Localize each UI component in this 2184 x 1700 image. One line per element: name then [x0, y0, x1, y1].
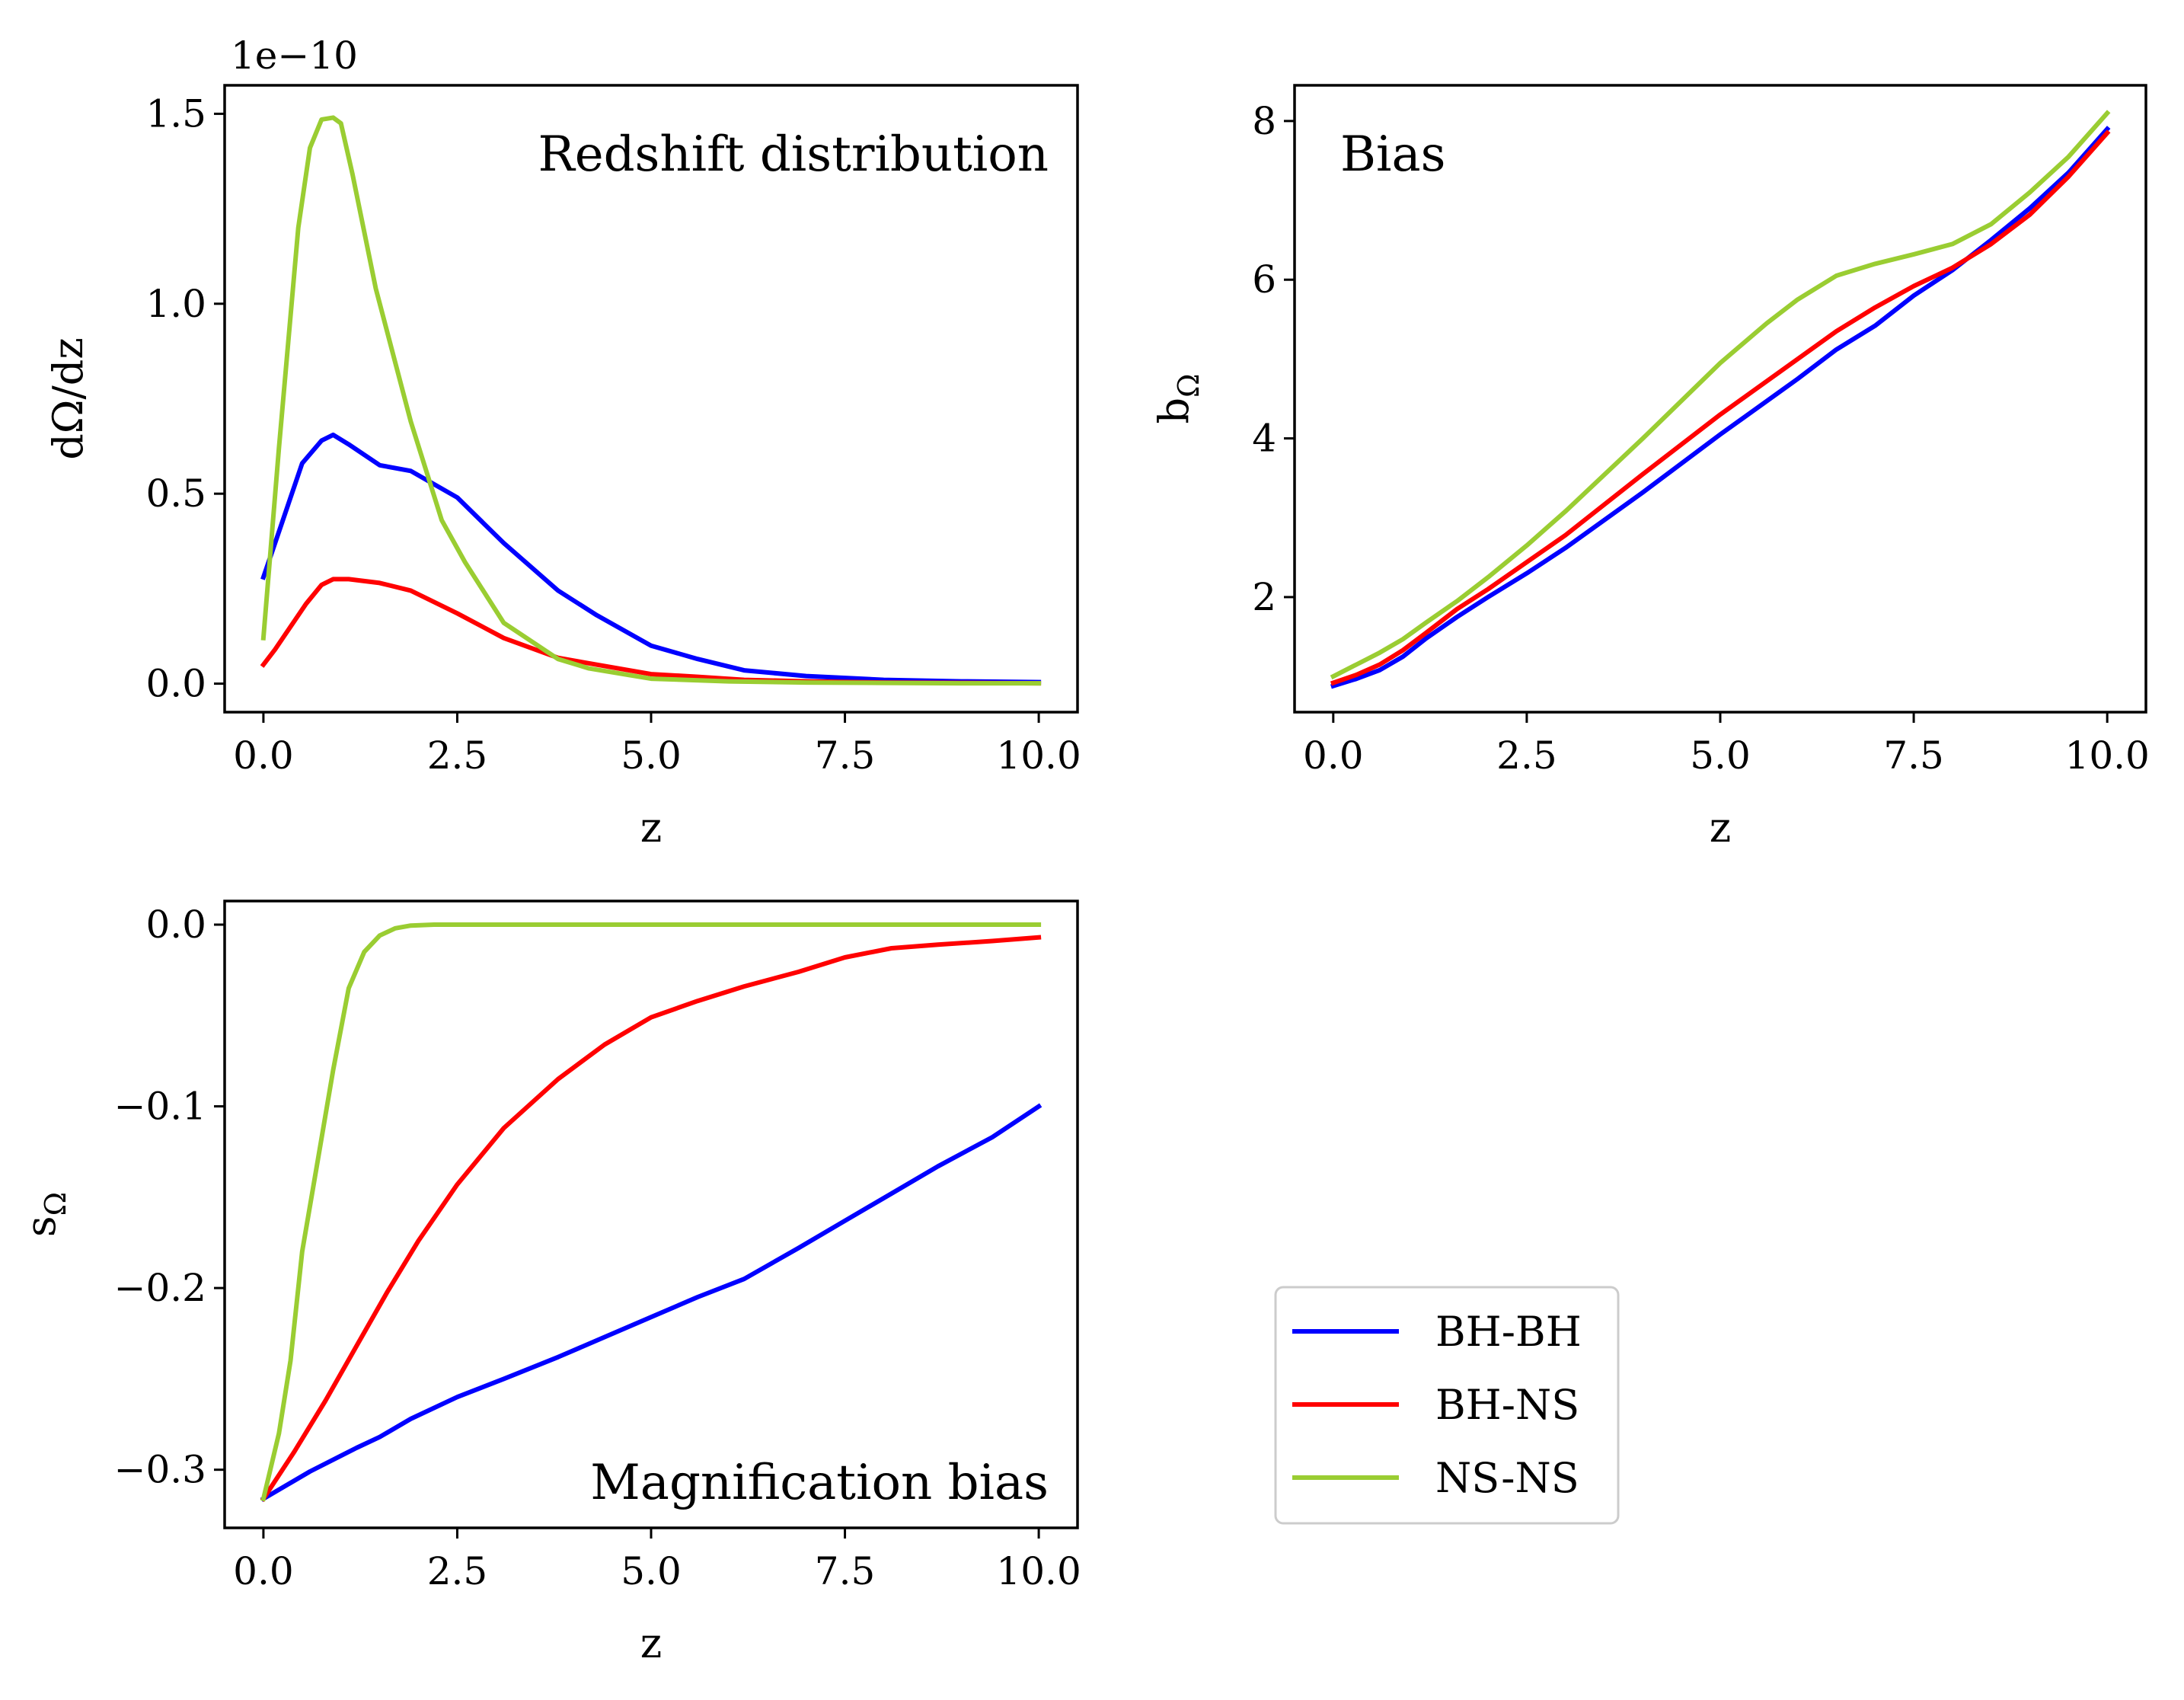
axis-offset-label: 1e−10: [231, 34, 358, 78]
x-tick-label: 5.0: [621, 733, 682, 778]
y-tick-label: 1.5: [145, 91, 206, 136]
series-line-bh-bh: [1330, 126, 2111, 689]
y-axis-label: dΩ/dz: [44, 337, 92, 460]
y-tick-label: 2: [1252, 575, 1276, 619]
series-line-ns-ns: [260, 115, 1042, 686]
series-line-bh-ns: [1330, 129, 2111, 686]
x-tick-label: 2.5: [1496, 733, 1557, 778]
series-line-ns-ns: [260, 922, 1042, 1502]
y-axis-label: sΩ: [17, 1192, 72, 1237]
y-axis-label: bΩ: [1150, 373, 1205, 423]
series-group: [260, 922, 1043, 1502]
x-tick-label: 7.5: [815, 1549, 876, 1593]
panel-magnification-bias: 0.0 2.5 5.0 7.5 10.0 −0.3 −0.2 −0.1 0.0 z sΩ Magnif…: [17, 900, 1081, 1667]
x-tick-label: 2.5: [427, 733, 488, 778]
legend-label-bh-bh: BH-BH: [1435, 1308, 1582, 1356]
y-tick-label: 0.5: [145, 471, 206, 516]
x-axis-label: z: [640, 1619, 662, 1667]
x-tick-label: 0.0: [233, 733, 294, 778]
y-tick-label: 6: [1252, 257, 1276, 302]
legend-frame: [1274, 1286, 1620, 1525]
series-line-ns-ns: [1330, 110, 2111, 680]
series-group: [260, 115, 1042, 686]
panel-bias: 0.0 2.5 5.0 7.5 10.0 2 4 6 8 z bΩ Bias: [1150, 84, 2150, 852]
x-tick-label: 0.0: [1303, 733, 1364, 778]
y-tick-label: −0.3: [114, 1448, 206, 1492]
y-tick-label: 0.0: [145, 662, 206, 706]
y-tick-label: 8: [1252, 99, 1276, 143]
y-tick-label: −0.2: [114, 1266, 206, 1310]
series-line-bh-ns: [260, 577, 1042, 686]
x-tick-label: 5.0: [621, 1549, 682, 1593]
x-tick-label: 5.0: [1690, 733, 1751, 778]
panel-title: Redshift distribution: [538, 126, 1049, 183]
series-line-bh-bh: [260, 432, 1042, 685]
x-tick-label: 7.5: [1883, 733, 1944, 778]
series-line-bh-ns: [260, 935, 1042, 1502]
y-tick-label: 0.0: [145, 903, 206, 947]
x-axis-label: z: [1710, 804, 1731, 852]
panel-title: Bias: [1340, 126, 1446, 183]
legend: BH-BH BH-NS NS-NS: [1274, 1286, 1620, 1525]
x-axis-label: z: [640, 804, 662, 852]
x-tick-label: 7.5: [815, 733, 876, 778]
y-tick-label: −0.1: [114, 1085, 206, 1129]
x-tick-label: 10.0: [996, 733, 1081, 778]
y-tick-label: 1.0: [145, 282, 206, 326]
legend-label-ns-ns: NS-NS: [1435, 1454, 1579, 1502]
x-tick-label: 10.0: [2065, 733, 2150, 778]
series-group: [1330, 110, 2111, 689]
panel-title: Magnification bias: [590, 1455, 1049, 1511]
panel-redshift-distribution: 0.0 2.5 5.0 7.5 10.0 0.0 0.5 1.0 1.5 z dΩ/dz 1e−10 R…: [44, 34, 1081, 852]
axes-frame: [223, 900, 1079, 1529]
y-tick-label: 4: [1252, 417, 1276, 461]
legend-label-bh-ns: BH-NS: [1435, 1381, 1579, 1429]
x-tick-label: 2.5: [427, 1549, 488, 1593]
x-tick-label: 10.0: [996, 1549, 1081, 1593]
series-line-bh-bh: [260, 1103, 1043, 1502]
x-tick-label: 0.0: [233, 1549, 294, 1593]
